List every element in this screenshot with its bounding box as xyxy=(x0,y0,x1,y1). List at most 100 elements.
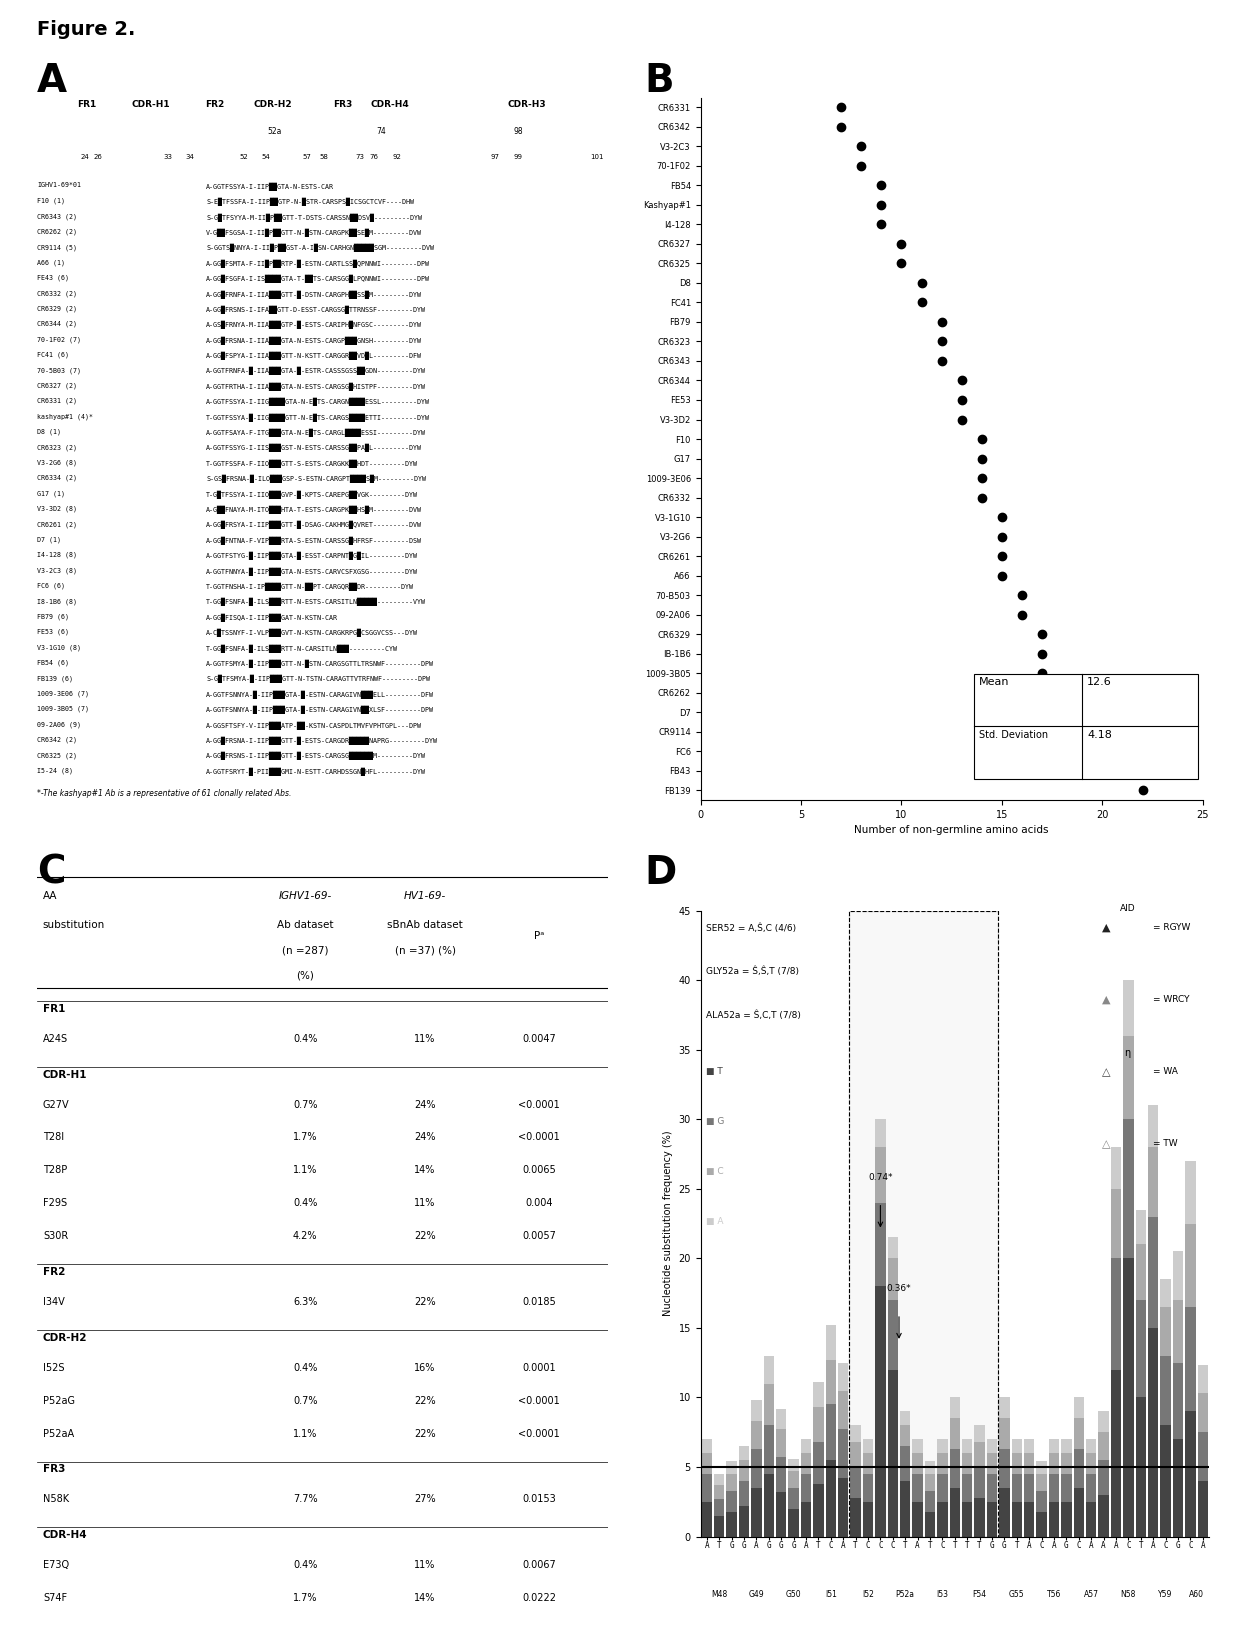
Bar xyxy=(913,1473,923,1502)
Text: T-GG█FSNFA-█-ILS███RTT-N-CARSITLN███---------CYW: T-GG█FSNFA-█-ILS███RTT-N-CARSITLN███----… xyxy=(206,644,398,652)
Text: 09-2A06 (9): 09-2A06 (9) xyxy=(37,722,81,728)
Text: 34: 34 xyxy=(186,154,195,159)
Text: A-GGTFSSYA-I-IIG████GTA-N-E█TS-CARGN████ESSL---------DYW: A-GGTFSSYA-I-IIG████GTA-N-E█TS-CARGN████… xyxy=(206,398,430,406)
Text: 52: 52 xyxy=(239,154,248,159)
Bar xyxy=(1111,1146,1121,1189)
Bar xyxy=(987,1502,997,1537)
Text: F10 (1): F10 (1) xyxy=(37,198,66,205)
Bar xyxy=(975,1498,985,1537)
Bar xyxy=(1111,1369,1121,1537)
Text: 57: 57 xyxy=(303,154,311,159)
Bar xyxy=(714,1515,724,1537)
Bar xyxy=(1037,1473,1047,1491)
Bar xyxy=(1061,1454,1071,1473)
Bar xyxy=(789,1472,799,1488)
Text: 0.4%: 0.4% xyxy=(293,1363,317,1372)
Bar xyxy=(1198,1481,1208,1537)
Bar xyxy=(751,1449,761,1488)
Bar xyxy=(1099,1433,1109,1460)
Bar xyxy=(826,1460,836,1537)
Bar xyxy=(875,1203,885,1286)
Bar xyxy=(1074,1418,1084,1449)
Text: 101: 101 xyxy=(590,154,604,159)
Text: 4.2%: 4.2% xyxy=(293,1231,317,1241)
Text: S-G█TFSMYA-█-IIP███GTT-N-TSTN-CARAGTTVTRFNWF---------DPW: S-G█TFSMYA-█-IIP███GTT-N-TSTN-CARAGTTVTR… xyxy=(206,675,430,683)
Bar xyxy=(1061,1473,1071,1502)
Text: CR6325 (2): CR6325 (2) xyxy=(37,753,77,759)
Text: △: △ xyxy=(1102,1067,1111,1076)
Text: Pᵃ: Pᵃ xyxy=(534,930,544,941)
Text: A-GG█FSMTA-F-II█P██RTP-█-ESTN-CARTLSS█QPNNWI---------DPW: A-GG█FSMTA-F-II█P██RTP-█-ESTN-CARTLSS█QP… xyxy=(206,260,430,268)
Bar xyxy=(1061,1439,1071,1454)
Text: A-GGTFNNYA-█-IIP███GTA-N-ESTS-CARVCSFXGSG---------DYW: A-GGTFNNYA-█-IIP███GTA-N-ESTS-CARVCSFXGS… xyxy=(206,567,418,576)
FancyBboxPatch shape xyxy=(849,911,998,1537)
Text: 22%: 22% xyxy=(414,1395,436,1406)
Text: 0.0222: 0.0222 xyxy=(522,1593,557,1603)
Bar xyxy=(999,1488,1009,1537)
Bar xyxy=(813,1382,823,1406)
Text: A-GG█FISQA-I-IIP███GAT-N-KSTN-CAR: A-GG█FISQA-I-IIP███GAT-N-KSTN-CAR xyxy=(206,613,339,621)
Text: D8 (1): D8 (1) xyxy=(37,429,61,436)
Bar xyxy=(1111,1259,1121,1369)
Text: 11%: 11% xyxy=(414,1198,435,1208)
Text: 1009-3B05 (7): 1009-3B05 (7) xyxy=(37,706,89,712)
Text: S74F: S74F xyxy=(43,1593,67,1603)
Text: 14%: 14% xyxy=(414,1166,435,1176)
Text: CR6342 (2): CR6342 (2) xyxy=(37,737,77,743)
Bar xyxy=(739,1506,749,1537)
Text: 0.4%: 0.4% xyxy=(293,1561,317,1571)
Bar xyxy=(1024,1502,1034,1537)
Bar xyxy=(1148,1216,1158,1328)
Text: CR6323 (2): CR6323 (2) xyxy=(37,444,77,450)
Bar xyxy=(937,1502,947,1537)
Bar xyxy=(702,1439,712,1454)
Text: V-G██FSGSA-I-II█P██GTT-N-█STN-CARGPK██SE█M---------DVW: V-G██FSGSA-I-II█P██GTT-N-█STN-CARGPK██SE… xyxy=(206,229,422,237)
Bar xyxy=(1086,1473,1096,1502)
Text: 0.0153: 0.0153 xyxy=(522,1494,556,1504)
Bar xyxy=(826,1405,836,1460)
Bar xyxy=(1148,1106,1158,1146)
Text: N58: N58 xyxy=(1121,1590,1136,1598)
Text: = WA: = WA xyxy=(1153,1067,1178,1076)
Text: G50: G50 xyxy=(786,1590,801,1598)
Bar xyxy=(1198,1393,1208,1433)
Bar xyxy=(751,1400,761,1421)
Text: 0.74*: 0.74* xyxy=(868,1172,893,1182)
Bar xyxy=(950,1449,960,1488)
Bar xyxy=(1136,1397,1146,1537)
Bar xyxy=(863,1454,873,1473)
Bar xyxy=(1024,1473,1034,1502)
Text: 1.1%: 1.1% xyxy=(293,1166,317,1176)
Text: ■ A: ■ A xyxy=(706,1218,723,1226)
Text: 1.7%: 1.7% xyxy=(293,1132,317,1143)
Text: Figure 2.: Figure 2. xyxy=(37,20,135,39)
Text: FB54 (6): FB54 (6) xyxy=(37,660,69,667)
Text: A-GG█FRSNS-I-IFA██GTT-D-ESST-CARGSG█TTRNSSF---------DYW: A-GG█FRSNS-I-IFA██GTT-D-ESST-CARGSG█TTRN… xyxy=(206,306,427,314)
Text: 1.7%: 1.7% xyxy=(293,1593,317,1603)
Text: CR9114 (5): CR9114 (5) xyxy=(37,244,77,250)
Text: 11%: 11% xyxy=(414,1561,435,1571)
Text: (%): (%) xyxy=(296,971,314,980)
Text: <0.0001: <0.0001 xyxy=(518,1429,560,1439)
Text: 1.1%: 1.1% xyxy=(293,1429,317,1439)
Bar xyxy=(975,1426,985,1442)
Text: ■ T: ■ T xyxy=(706,1067,723,1076)
Text: ▲: ▲ xyxy=(1102,995,1111,1005)
Bar xyxy=(1173,1363,1183,1439)
Text: 0.4%: 0.4% xyxy=(293,1198,317,1208)
Text: FB139 (6): FB139 (6) xyxy=(37,675,73,681)
Bar xyxy=(962,1502,972,1537)
Text: 99: 99 xyxy=(513,154,522,159)
Bar xyxy=(875,1146,885,1203)
Text: 24%: 24% xyxy=(414,1132,435,1143)
Text: 7.7%: 7.7% xyxy=(293,1494,317,1504)
Bar xyxy=(789,1509,799,1537)
Bar xyxy=(925,1473,935,1491)
Text: F29S: F29S xyxy=(43,1198,67,1208)
Text: A-GGTFSSYA-I-IIP██GTA-N-ESTS-CAR: A-GGTFSSYA-I-IIP██GTA-N-ESTS-CAR xyxy=(206,182,335,190)
Text: A-GGTFSNNYA-█-IIP███GTA-█-ESTN-CARAGIVN███ELL---------DFW: A-GGTFSNNYA-█-IIP███GTA-█-ESTN-CARAGIVN█… xyxy=(206,691,434,699)
Bar xyxy=(751,1488,761,1537)
Bar xyxy=(913,1502,923,1537)
Text: kashyap#1 (4)*: kashyap#1 (4)* xyxy=(37,413,93,420)
Text: T-GGTFSSFA-F-IIO███GTT-S-ESTS-CARGKK██HDT---------DYW: T-GGTFSSFA-F-IIO███GTT-S-ESTS-CARGKK██HD… xyxy=(206,460,418,468)
